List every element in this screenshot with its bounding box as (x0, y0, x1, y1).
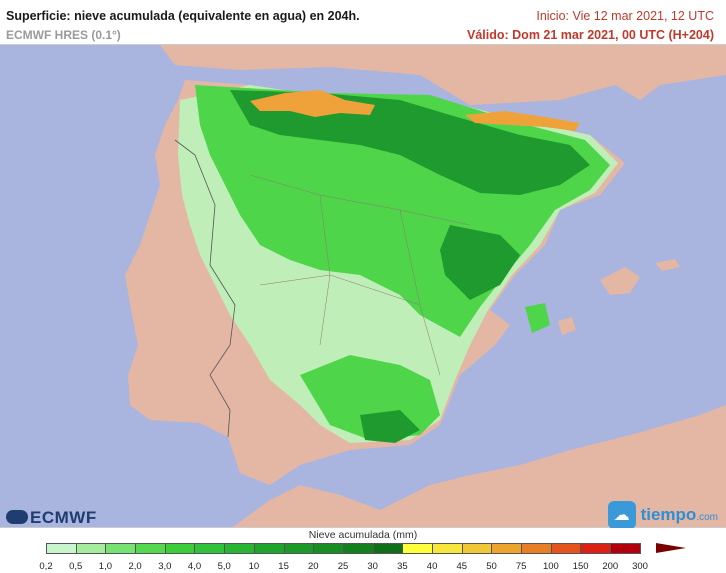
init-time: Inicio: Vie 12 mar 2021, 12 UTC (536, 9, 714, 23)
snow-dark-east (440, 225, 520, 300)
snow-map[interactable] (0, 44, 726, 528)
legend-tick-label: 5,0 (217, 561, 231, 572)
legend-title: Nieve acumulada (mm) (308, 529, 418, 541)
legend-tick-label: 300 (632, 561, 648, 572)
snow-balearic (525, 303, 550, 333)
tiempo-logo[interactable]: ☁ tiempo.com (607, 501, 718, 529)
legend-tick-label: 3,0 (158, 561, 172, 572)
legend-tick-label: 0,2 (39, 561, 53, 572)
africa-land (232, 405, 726, 527)
ecmwf-logo-icon (6, 510, 28, 524)
legend-swatch (75, 543, 107, 554)
legend-swatch (402, 543, 433, 554)
legend-swatch (342, 543, 374, 554)
ecmwf-logo: ECMWF (6, 508, 97, 528)
legend-swatch (521, 543, 552, 554)
menorca (655, 259, 680, 271)
legend-tick-label: 200 (602, 561, 619, 572)
legend-tick-label: 30 (367, 561, 378, 572)
legend-swatch (313, 543, 344, 554)
pyrenees-peak (465, 111, 580, 131)
legend-tick-label: 75 (515, 561, 527, 572)
legend-tick-label: 100 (542, 561, 559, 572)
ibiza (558, 317, 576, 335)
legend-swatch (431, 543, 463, 554)
country-border (174, 139, 236, 438)
legend-swatch (491, 543, 522, 554)
model-label: ECMWF HRES (0.1°) (6, 28, 121, 42)
legend-tick-label: 20 (308, 561, 319, 572)
snow-dark-south (360, 410, 420, 443)
valid-time: Válido: Dom 21 mar 2021, 00 UTC (H+204) (467, 28, 714, 42)
snow-legend: Nieve acumulada (mm) 0,2 0,5 1,0 2,0 3,0 4,0 5… (0, 528, 726, 573)
legend-tick-label: 35 (397, 561, 408, 572)
tiempo-logo-text: tiempo.com (640, 505, 718, 524)
legend-swatch (283, 543, 315, 554)
legend-swatch (46, 543, 77, 554)
legend-swatch (372, 543, 404, 554)
legend-tick-label: 45 (456, 561, 468, 572)
legend-swatch (580, 543, 612, 554)
legend-swatch (610, 543, 641, 554)
legend-tick-label: 40 (426, 561, 438, 572)
cantabrian-peak (250, 90, 375, 117)
legend-tick-label: 4,0 (187, 561, 202, 572)
region-borders (249, 174, 471, 376)
legend-color-bar (46, 543, 641, 554)
snow-dark-area (230, 90, 590, 195)
map-header: Superficie: nieve acumulada (equivalente… (0, 0, 726, 44)
map-canvas (0, 45, 726, 527)
legend-swatch (135, 543, 166, 554)
legend-tick-label: 25 (337, 561, 349, 572)
legend-swatch (105, 543, 137, 554)
mallorca (600, 267, 640, 295)
france-land (160, 45, 726, 105)
legend-arrow (656, 543, 686, 553)
legend-swatch (253, 543, 285, 554)
map-title: Superficie: nieve acumulada (equivalente… (6, 9, 360, 23)
cloud-icon: ☁ (607, 501, 636, 529)
legend-swatch (461, 543, 493, 554)
legend-labels: 0,2 0,5 1,0 2,0 3,0 4,0 5,0 10 15 20 25 30 35 40 45 50 7… (0, 561, 726, 573)
legend-swatch (194, 543, 226, 554)
legend-tick-label: 2,0 (128, 561, 142, 572)
legend-swatch (224, 543, 255, 554)
legend-tick-label: 0,5 (69, 561, 83, 572)
legend-swatch (550, 543, 582, 554)
legend-tick-label: 150 (572, 561, 589, 572)
legend-tick-label: 15 (278, 561, 289, 572)
legend-swatch (164, 543, 196, 554)
legend-tick-label: 10 (248, 561, 260, 572)
legend-tick-label: 50 (486, 561, 497, 572)
legend-tick-label: 1,0 (98, 561, 112, 572)
ecmwf-logo-text: ECMWF (30, 508, 97, 527)
